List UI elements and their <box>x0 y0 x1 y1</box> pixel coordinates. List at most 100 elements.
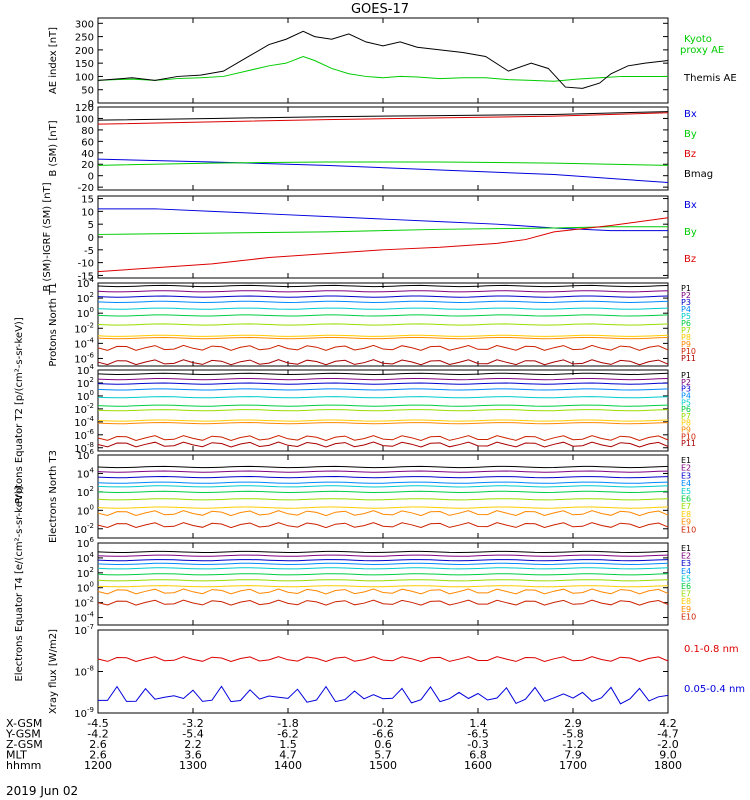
legend-e7: E7 <box>681 590 691 599</box>
y-tick-label: 104 <box>77 363 95 377</box>
series-line-p7 <box>97 323 669 326</box>
series-line-p1 <box>97 284 669 288</box>
x-axis-value-y: -6.2 <box>277 728 298 741</box>
x-axis-value-z: 2.2 <box>184 738 202 751</box>
row-label-mlt: MLT <box>6 749 27 762</box>
y-tick-exponent: -7 <box>87 623 94 631</box>
y-tick-label: 10-6 <box>74 428 94 442</box>
y-tick-label: 10-2 <box>74 402 94 416</box>
legend-e4: E4 <box>681 479 691 488</box>
series-line-p11 <box>97 359 669 366</box>
x-axis-value-z: -0.3 <box>467 738 488 751</box>
legend-p3: P3 <box>681 298 691 307</box>
legend-p9: P9 <box>681 426 691 435</box>
y-tick-label: 104 <box>77 466 95 480</box>
y-tick-label: 20 <box>81 160 94 171</box>
legend-e2: E2 <box>681 552 691 561</box>
series-line-p3 <box>97 382 669 385</box>
x-axis-value-x: 4.2 <box>659 717 677 730</box>
y-tick-label: 300 <box>75 19 94 30</box>
legend-e3: E3 <box>681 471 691 480</box>
y-tick-exponent: 4 <box>90 551 95 559</box>
series-line-e10 <box>97 599 669 606</box>
y-tick-label: 80 <box>81 126 94 137</box>
series-line-e9 <box>97 510 669 517</box>
x-axis-value-y: -5.8 <box>562 728 583 741</box>
panel-e_north: Electrons North T3 106 104 102 100 10-2 E1E2E3… <box>48 448 696 543</box>
x-axis-value-x: -0.2 <box>372 717 393 730</box>
y-tick-label: 0 <box>88 99 94 110</box>
y-tick-label: 102 <box>77 566 94 580</box>
legend-p11: P11 <box>681 439 696 448</box>
series-line-e6 <box>97 490 669 494</box>
legend-bigrf-bz: Bz <box>684 254 696 265</box>
legend-p8: P8 <box>681 419 691 428</box>
y-tick-exponent: 0 <box>90 581 94 589</box>
x-axis-value-y: -6.6 <box>372 728 393 741</box>
x-axis-value-z: 0.6 <box>374 738 392 751</box>
x-axis-value-z: -2.0 <box>657 738 678 751</box>
y-tick-label: 102 <box>77 291 94 305</box>
series-line-p8 <box>97 419 669 422</box>
series-line-e8 <box>97 506 669 509</box>
y-tick-label: 100 <box>75 72 94 83</box>
y-tick-exponent: 2 <box>90 485 94 493</box>
legend-p2: P2 <box>681 378 691 387</box>
y-tick-exponent: -6 <box>87 428 95 436</box>
legend-p4: P4 <box>681 305 691 314</box>
x-axis-value-y: -4.7 <box>657 728 678 741</box>
legend-p10: P10 <box>681 432 696 441</box>
y-tick-exponent: 4 <box>90 466 95 474</box>
x-axis-value-hhmm: 1400 <box>274 759 302 772</box>
x-axis-value-z: -1.2 <box>562 738 583 751</box>
y-tick-exponent: 2 <box>90 376 94 384</box>
series-line-e1 <box>97 550 669 554</box>
x-axis-value-y: -5.4 <box>182 728 203 741</box>
y-tick-label: 102 <box>77 485 94 499</box>
x-axis-value-hhmm: 1200 <box>84 759 112 772</box>
y-tick-exponent: -2 <box>87 596 94 604</box>
series-line-e3 <box>97 475 669 479</box>
series-line-bz <box>97 217 669 273</box>
legend-p6: P6 <box>681 319 691 328</box>
series-line-kyoto-proxy-ae <box>97 55 668 82</box>
series-line-bx <box>98 208 668 232</box>
legend-p1: P1 <box>681 284 691 293</box>
legend-bsm-bz: Bz <box>684 149 696 160</box>
y-tick-label: 10-2 <box>74 522 94 536</box>
panel-p_north: Protons North T1 10410210010-210-410-6P1P… <box>48 276 696 367</box>
series-line-e7 <box>97 498 669 501</box>
series-line-by <box>97 161 669 166</box>
y-tick-exponent: 0 <box>90 389 94 397</box>
legend-e4: E4 <box>681 567 691 576</box>
series-line-p2 <box>97 290 669 293</box>
y-tick-label: 0 <box>88 233 94 244</box>
y-tick-label: 106 <box>77 448 95 462</box>
legend-e9: E9 <box>681 605 691 614</box>
panel-xray: Xray flux [W/m2] 10-710-810-9 <box>48 623 669 720</box>
legend-bigrf-bx: Bx <box>684 200 697 211</box>
y-tick-exponent: -2 <box>87 402 94 410</box>
y-tick-label: 100 <box>77 581 94 595</box>
row-label-z-gsm: Z-GSM <box>6 738 43 751</box>
legend-bsm-by: By <box>684 129 697 140</box>
legend-p10: P10 <box>681 347 696 356</box>
y-tick-label: 10-4 <box>74 415 94 429</box>
y-tick-exponent: 6 <box>90 536 95 544</box>
x-axis-value-mlt: 3.6 <box>184 749 202 762</box>
series-line-bmag <box>97 111 669 121</box>
y-tick-label: 10-7 <box>74 623 94 637</box>
y-tick-label: 50 <box>81 86 94 97</box>
y-tick-exponent: -9 <box>87 706 94 714</box>
legend-p7: P7 <box>681 412 691 421</box>
y-tick-label: 40 <box>81 149 94 160</box>
legend-p1: P1 <box>681 371 691 380</box>
series-line-p9 <box>97 336 669 340</box>
series-line-e1 <box>97 465 669 469</box>
legend-proxy-ae: proxy AE <box>680 45 724 56</box>
legend-p8: P8 <box>681 333 691 342</box>
y-tick-label: 60 <box>81 137 94 148</box>
x-axis-value-z: 2.6 <box>89 738 107 751</box>
x-axis-value-z: 1.5 <box>279 738 297 751</box>
